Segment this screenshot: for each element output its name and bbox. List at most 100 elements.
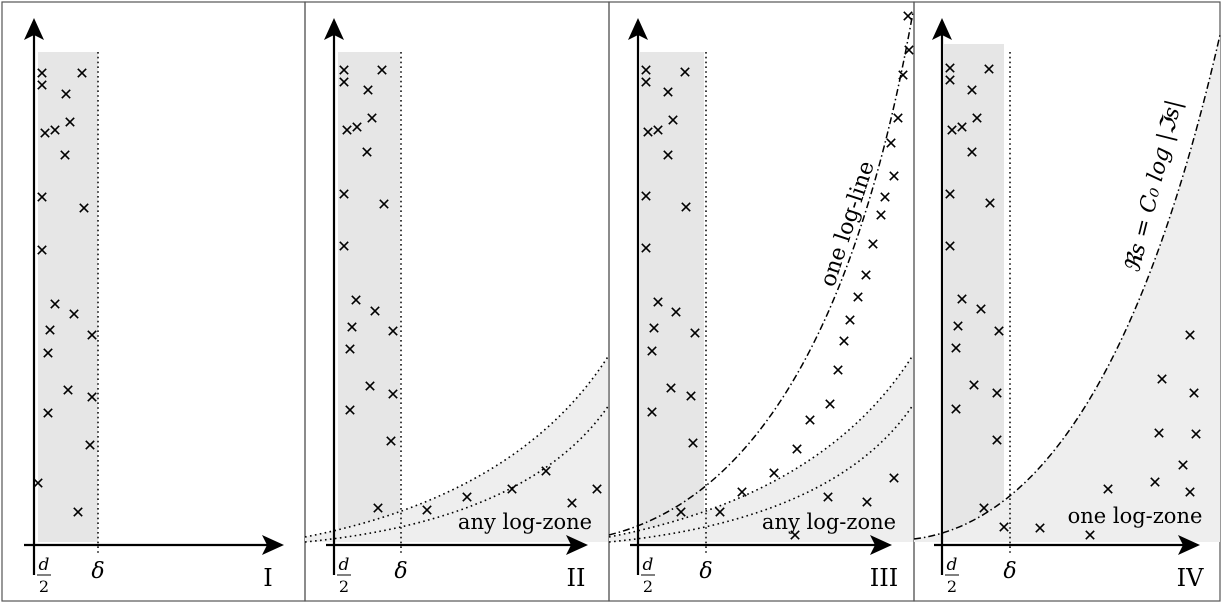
panel-III-x-arrowhead — [870, 535, 892, 555]
panel-IV-log-zone-fill — [914, 35, 1220, 542]
cross-icon — [422, 505, 432, 515]
cross-icon — [1035, 523, 1045, 533]
cross-icon — [653, 297, 663, 307]
cross-icon — [73, 507, 83, 517]
cross-icon — [65, 117, 75, 127]
cross-icon — [951, 343, 961, 353]
cross-icon — [1103, 484, 1113, 494]
cross-icon — [825, 399, 835, 409]
panel-I-tick-d: d — [39, 555, 50, 575]
cross-icon — [33, 478, 43, 488]
panel-III: d 2 δ any log-zone one log-line III — [608, 1, 915, 602]
cross-icon — [647, 407, 657, 417]
cross-icon — [37, 245, 47, 255]
cross-icon — [861, 270, 871, 280]
panel-I-points — [33, 68, 97, 517]
panel-IV-roman-numeral: IV — [1177, 564, 1204, 592]
cross-icon — [507, 484, 517, 494]
panel-III-y-arrowhead — [628, 18, 648, 40]
panel-III-log-line-label: one log-line — [816, 158, 880, 290]
cross-icon — [999, 522, 1009, 532]
panel-III-tick-delta: δ — [699, 559, 712, 584]
cross-icon — [61, 89, 71, 99]
cross-icon — [666, 383, 676, 393]
cross-icon — [889, 473, 899, 483]
cross-icon — [945, 75, 955, 85]
cross-icon — [992, 435, 1002, 445]
panel-III-tick-d: d — [643, 555, 654, 575]
cross-icon — [339, 77, 349, 87]
cross-icon — [957, 294, 967, 304]
cross-icon — [839, 336, 849, 346]
cross-icon — [388, 389, 398, 399]
panel-III-roman-numeral: III — [870, 564, 898, 592]
cross-icon — [339, 189, 349, 199]
panel-II-points — [339, 65, 602, 515]
cross-icon — [1185, 330, 1195, 340]
panel-II: d 2 δ any log-zone II — [304, 1, 610, 602]
cross-icon — [87, 392, 97, 402]
cross-icon — [976, 304, 986, 314]
cross-icon — [953, 321, 963, 331]
panel-II-x-arrowhead — [566, 535, 588, 555]
cross-icon — [79, 203, 89, 213]
cross-icon — [893, 113, 903, 123]
cross-icon — [690, 328, 700, 338]
cross-icon — [972, 113, 982, 123]
cross-icon — [60, 150, 70, 160]
cross-icon — [862, 497, 872, 507]
cross-icon — [363, 85, 373, 95]
panel-IV-points — [945, 63, 1201, 540]
cross-icon — [37, 68, 47, 78]
cross-icon — [347, 322, 357, 332]
cross-icon — [951, 404, 961, 414]
panel-IV-tick-d: d — [947, 555, 958, 575]
cross-icon — [945, 63, 955, 73]
cross-icon — [676, 507, 686, 517]
panel-I-roman-numeral: I — [263, 564, 272, 592]
cross-icon — [345, 405, 355, 415]
cross-icon — [715, 507, 725, 517]
panel-I-shaded-strip — [38, 52, 98, 542]
cross-icon — [823, 492, 833, 502]
cross-icon — [643, 127, 653, 137]
cross-icon — [63, 385, 73, 395]
cross-icon — [85, 440, 95, 450]
cross-icon — [653, 125, 663, 135]
cross-icon — [1189, 388, 1199, 398]
cross-icon — [1150, 477, 1160, 487]
panel-I-tick-delta: δ — [91, 559, 104, 584]
panel-III-log-line — [608, 11, 914, 536]
cross-icon — [462, 492, 472, 502]
cross-icon — [87, 330, 97, 340]
cross-icon — [1191, 429, 1201, 439]
cross-icon — [868, 239, 878, 249]
cross-icon — [947, 125, 957, 135]
panel-IV-shaded-strip — [944, 44, 1004, 542]
panel-IV-tick-delta: δ — [1003, 559, 1016, 584]
cross-icon — [886, 138, 896, 148]
cross-icon — [967, 85, 977, 95]
cross-icon — [647, 346, 657, 356]
cross-icon — [663, 87, 673, 97]
cross-icon — [945, 241, 955, 251]
cross-icon — [994, 326, 1004, 336]
panel-II-tick-2: 2 — [339, 577, 349, 596]
panel-I: d 2 δ I — [1, 1, 306, 602]
cross-icon — [77, 68, 87, 78]
cross-icon — [50, 299, 60, 309]
panel-IV-zone-label: one log-zone — [1068, 504, 1203, 528]
cross-icon — [342, 125, 352, 135]
cross-icon — [686, 391, 696, 401]
panel-IV: d 2 δ one log-zone ℜs = C₀ log |ℑs| IV — [913, 1, 1221, 602]
cross-icon — [43, 348, 53, 358]
panel-II-log-zone-fill — [305, 355, 609, 542]
cross-icon — [649, 323, 659, 333]
cross-icon — [641, 243, 651, 253]
cross-icon — [984, 64, 994, 74]
panel-III-points — [641, 11, 914, 540]
cross-icon — [957, 122, 967, 132]
cross-icon — [845, 315, 855, 325]
panel-II-tick-delta: δ — [394, 559, 407, 584]
cross-icon — [69, 309, 79, 319]
